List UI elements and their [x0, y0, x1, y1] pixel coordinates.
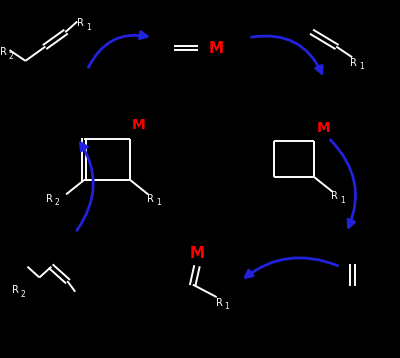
Text: 1: 1 — [156, 198, 160, 208]
Text: 2: 2 — [55, 198, 60, 208]
Text: R: R — [12, 285, 18, 295]
Text: 2: 2 — [20, 290, 25, 299]
Text: 1: 1 — [340, 195, 344, 205]
Text: M: M — [132, 118, 146, 132]
Text: M: M — [209, 41, 224, 56]
Text: 2: 2 — [8, 52, 13, 61]
Text: M: M — [189, 246, 204, 261]
Text: 1: 1 — [86, 23, 91, 32]
Text: R: R — [331, 191, 338, 201]
Text: 1: 1 — [359, 62, 364, 72]
Text: 1: 1 — [225, 302, 230, 311]
Text: R: R — [350, 58, 357, 68]
Text: R: R — [147, 194, 154, 204]
Text: R: R — [216, 297, 223, 308]
Text: R: R — [0, 47, 6, 57]
Text: R: R — [46, 194, 53, 204]
Text: R: R — [77, 18, 84, 28]
Text: M: M — [316, 121, 330, 135]
